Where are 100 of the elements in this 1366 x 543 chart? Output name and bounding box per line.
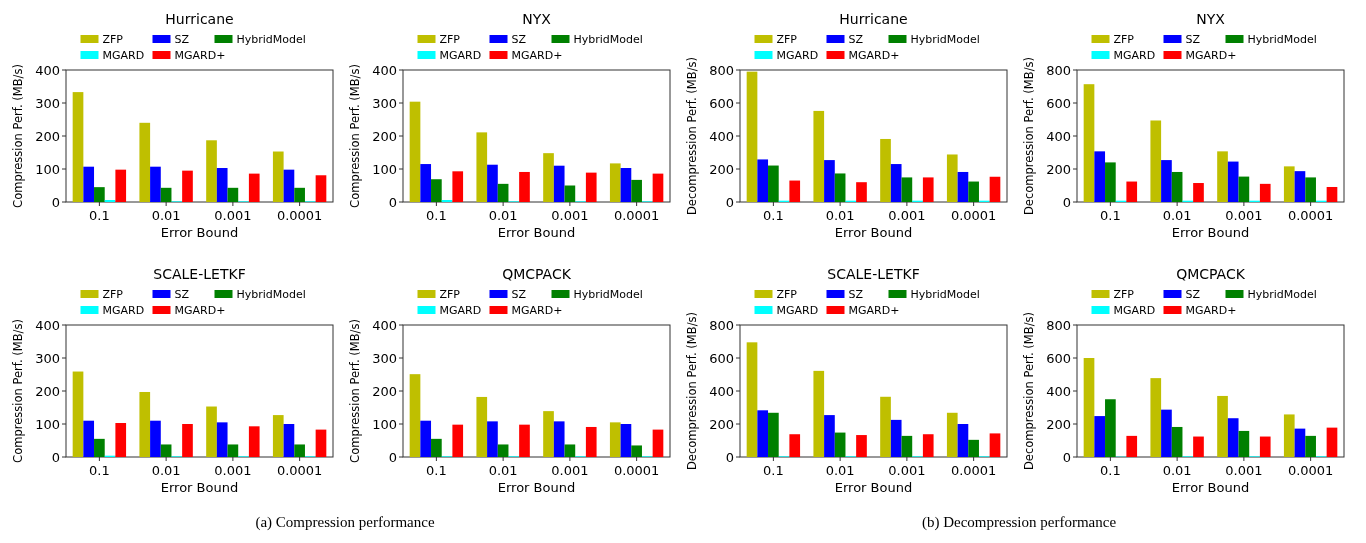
y-tick-label: 0: [51, 449, 60, 465]
x-tick-label: 0.01: [825, 208, 855, 223]
x-axis-title: Error Bound: [834, 480, 913, 495]
y-tick-label: 200: [1046, 416, 1071, 432]
y-tick-label: 400: [35, 317, 60, 333]
bar: [115, 169, 127, 202]
legend-label: ZFP: [776, 33, 798, 46]
bar: [115, 423, 127, 457]
x-tick-label: 0.001: [214, 208, 252, 223]
y-tick-label: 100: [372, 416, 397, 432]
bar: [1126, 181, 1138, 202]
x-tick-label: 0.0001: [1287, 463, 1334, 478]
y-tick-label: 200: [35, 383, 60, 399]
chart-title: QMCPACK: [1176, 266, 1246, 282]
bar: [856, 435, 867, 457]
bar: [946, 412, 958, 457]
y-tick-label: 0: [51, 194, 60, 210]
x-tick-label: 0.01: [825, 463, 855, 478]
legend-label: MGARD+: [848, 49, 900, 62]
chart-title: SCALE-LETKF: [153, 266, 246, 282]
bar: [1217, 151, 1228, 202]
x-tick-label: 0.1: [763, 208, 784, 223]
bar: [431, 179, 442, 202]
bar: [1259, 183, 1271, 202]
y-tick-label: 600: [1046, 95, 1071, 111]
chart-title: Hurricane: [165, 11, 234, 27]
bar: [519, 171, 530, 202]
bar: [746, 342, 758, 457]
bar: [294, 444, 305, 457]
legend-label: SZ: [848, 33, 864, 46]
bar: [160, 444, 172, 457]
bar: [72, 371, 84, 457]
legend-label: ZFP: [1113, 288, 1135, 301]
legend-label: SZ: [511, 33, 527, 46]
y-tick-label: 400: [372, 317, 397, 333]
legend-label: HybridModel: [573, 288, 643, 301]
bar: [1326, 427, 1338, 457]
x-tick-label: 0.001: [551, 208, 589, 223]
y-tick-label: 400: [35, 62, 60, 78]
bar: [1150, 120, 1162, 202]
y-axis-title: Compression Perf. (MB/s): [348, 319, 362, 463]
bar: [1105, 162, 1116, 202]
bar: [216, 422, 228, 457]
text: (b) Decompression performance: [921, 514, 1117, 531]
x-tick-label: 0.001: [888, 463, 926, 478]
bar: [901, 435, 913, 457]
bar: [746, 71, 758, 202]
y-tick-label: 300: [35, 95, 60, 111]
bar: [1126, 435, 1138, 457]
y-tick-label: 400: [1046, 128, 1071, 144]
bar: [1259, 436, 1271, 457]
y-tick-label: 0: [725, 449, 734, 465]
x-tick-label: 0.0001: [276, 208, 323, 223]
bar: [420, 164, 432, 202]
bar: [880, 396, 891, 457]
bar: [294, 187, 305, 202]
bar: [487, 164, 498, 202]
x-tick-label: 0.1: [89, 463, 110, 478]
x-tick-label: 0.0001: [950, 463, 997, 478]
bar: [620, 168, 632, 202]
bar: [182, 424, 193, 457]
bar: [1161, 160, 1172, 202]
bar: [83, 420, 95, 457]
bar: [409, 374, 421, 457]
bar: [1227, 418, 1239, 457]
bar: [1227, 161, 1239, 202]
y-tick-label: 800: [709, 62, 734, 78]
bar: [553, 421, 565, 457]
bar: [206, 140, 217, 202]
bar: [1094, 416, 1106, 457]
legend-label: SZ: [1185, 33, 1201, 46]
bar: [431, 438, 442, 457]
legend-label: HybridModel: [910, 33, 980, 46]
legend-label: SZ: [1185, 288, 1201, 301]
legend-label: MGARD: [776, 304, 819, 317]
bar: [476, 396, 488, 457]
legend-label: HybridModel: [573, 33, 643, 46]
bar: [487, 421, 498, 457]
x-axis-title: Error Bound: [160, 225, 239, 240]
legend-label: MGARD+: [511, 304, 563, 317]
legend-label: ZFP: [102, 33, 124, 46]
bar: [227, 187, 239, 202]
bar: [757, 410, 769, 457]
legend-label: SZ: [848, 288, 864, 301]
bar: [564, 444, 576, 457]
bar: [216, 168, 228, 202]
bar: [182, 170, 193, 202]
y-axis-title: Decompression Perf. (MB/s): [685, 311, 699, 471]
x-tick-label: 0.1: [763, 463, 784, 478]
y-tick-label: 200: [372, 383, 397, 399]
legend-label: MGARD+: [1185, 49, 1237, 62]
bar: [824, 415, 835, 457]
legend-label: MGARD: [102, 49, 145, 62]
bar: [824, 160, 835, 202]
y-tick-label: 300: [372, 350, 397, 366]
bar: [94, 187, 105, 202]
x-axis-title: Error Bound: [834, 225, 913, 240]
bar: [1193, 436, 1204, 457]
y-tick-label: 300: [35, 350, 60, 366]
legend-label: ZFP: [439, 33, 461, 46]
